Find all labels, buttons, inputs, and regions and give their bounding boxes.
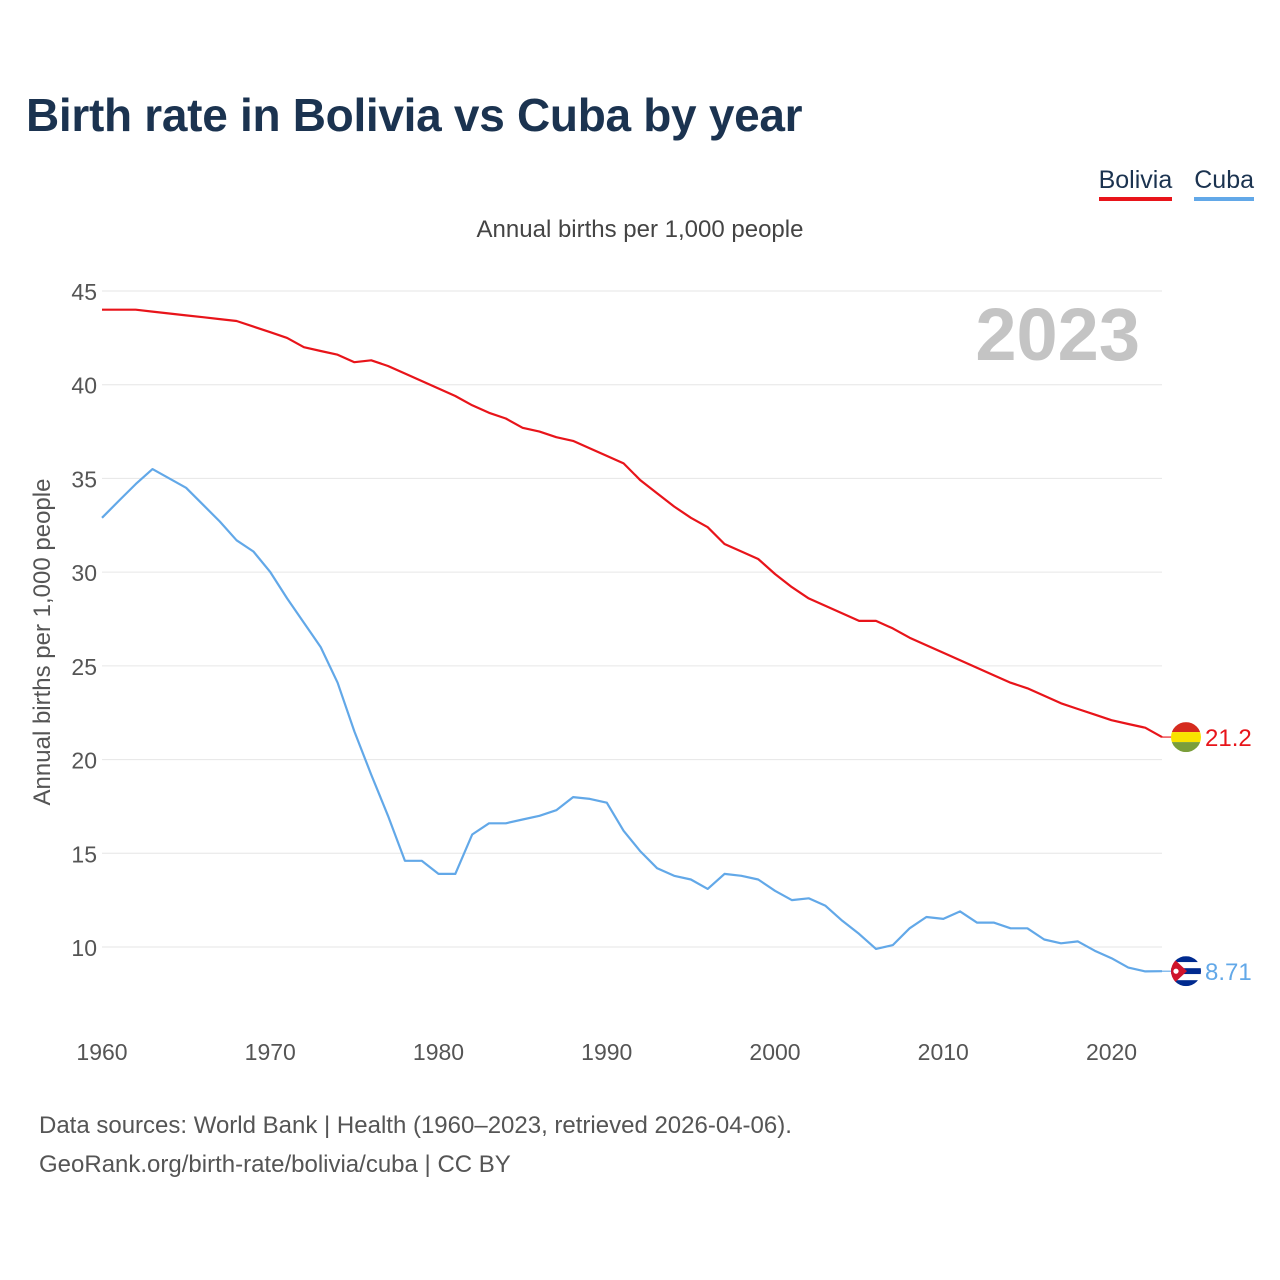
x-tick-label: 1970 bbox=[245, 1039, 296, 1065]
end-value-label-bolivia: 21.2 bbox=[1205, 725, 1252, 752]
y-tick-label: 45 bbox=[71, 279, 97, 305]
footer-url[interactable]: GeoRank.org/birth-rate/bolivia/cuba | CC… bbox=[39, 1151, 511, 1178]
flag-stripe bbox=[1171, 974, 1201, 981]
y-tick-label: 15 bbox=[71, 841, 97, 867]
y-tick-label: 35 bbox=[71, 466, 97, 492]
legend-item-bolivia[interactable]: Bolivia bbox=[1098, 166, 1173, 201]
cuba-flag-icon bbox=[1171, 956, 1201, 987]
bolivia-flag-icon bbox=[1171, 722, 1201, 753]
footer-sources: Data sources: World Bank | Health (1960–… bbox=[39, 1112, 792, 1139]
y-tick-label: 30 bbox=[71, 560, 97, 586]
flag-stripe bbox=[1171, 980, 1201, 987]
x-tick-label: 1990 bbox=[581, 1039, 632, 1065]
flag-stripe bbox=[1171, 956, 1201, 963]
chart-legend: Bolivia Cuba bbox=[1098, 166, 1254, 201]
page-title: Birth rate in Bolivia vs Cuba by year bbox=[26, 89, 803, 141]
y-tick-label: 20 bbox=[71, 748, 97, 774]
chart-subtitle: Annual births per 1,000 people bbox=[476, 216, 804, 243]
y-tick-label: 25 bbox=[71, 654, 97, 680]
footer: Data sources: World Bank | Health (1960–… bbox=[39, 1106, 792, 1184]
year-watermark: 2023 bbox=[975, 293, 1140, 376]
flag-stripe-yellow bbox=[1171, 732, 1201, 743]
flag-stripe-red bbox=[1171, 722, 1201, 733]
x-tick-label: 1960 bbox=[76, 1039, 127, 1065]
legend-item-cuba[interactable]: Cuba bbox=[1194, 166, 1254, 201]
series-line-bolivia bbox=[102, 308, 1163, 739]
flag-stripe bbox=[1171, 962, 1201, 969]
x-tick-label: 2020 bbox=[1086, 1039, 1137, 1065]
y-tick-label: 40 bbox=[71, 373, 97, 399]
series-line-cuba bbox=[101, 468, 1163, 973]
y-axis-label: Annual births per 1,000 people bbox=[29, 479, 56, 806]
x-tick-label: 2010 bbox=[918, 1039, 969, 1065]
x-tick-label: 2000 bbox=[749, 1039, 800, 1065]
flag-star bbox=[1173, 968, 1179, 974]
x-tick-label: 1980 bbox=[413, 1039, 464, 1065]
y-tick-label: 10 bbox=[71, 935, 97, 961]
end-value-label-cuba: 8.71 bbox=[1205, 959, 1252, 986]
flag-stripe-green bbox=[1171, 742, 1201, 753]
flag-triangle bbox=[1171, 956, 1187, 987]
